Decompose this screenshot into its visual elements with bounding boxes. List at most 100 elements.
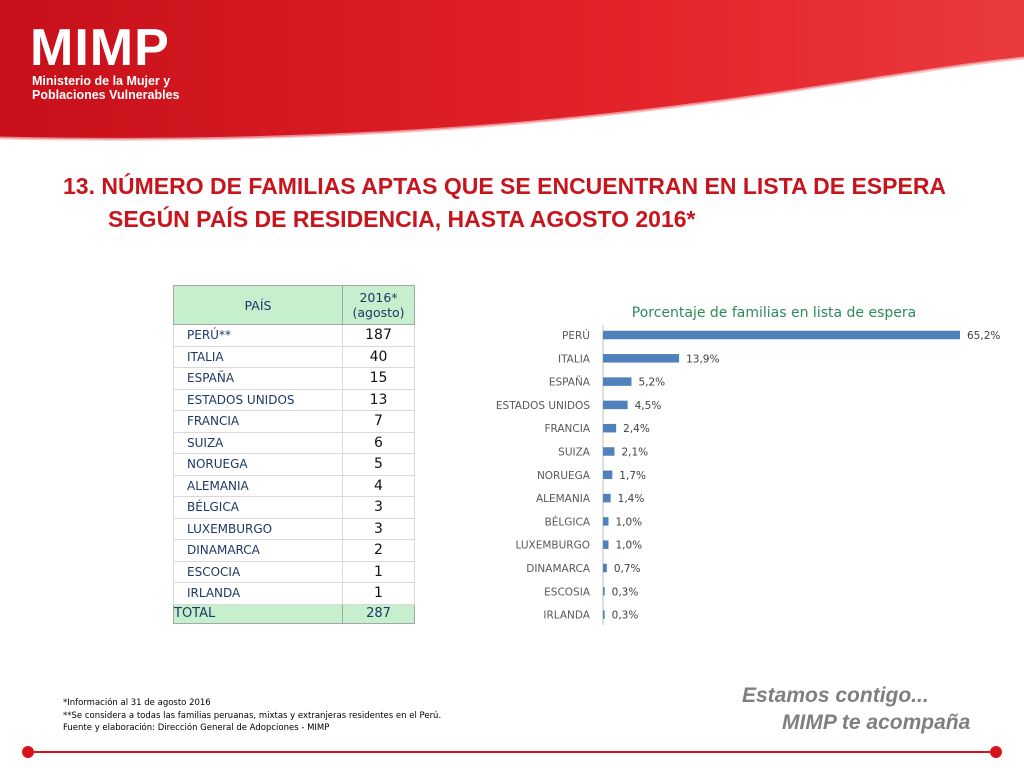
value-cell: 187 (342, 324, 415, 347)
header-banner (0, 0, 1024, 141)
data-label: 0,7% (614, 563, 641, 575)
country-cell: ITALIA (173, 345, 343, 368)
total-row: TOTAL 287 (173, 603, 415, 624)
value-cell: 15 (342, 367, 415, 390)
page-title: 13. NÚMERO DE FAMILIAS APTAS QUE SE ENCU… (63, 170, 983, 236)
country-cell: ESTADOS UNIDOS (173, 388, 343, 411)
bar (603, 447, 615, 456)
country-cell: ESCOCIA (173, 560, 343, 583)
value-cell: 3 (342, 517, 415, 540)
value-cell: 3 (342, 496, 415, 519)
bottom-divider (22, 746, 1002, 758)
bar (603, 377, 632, 386)
divider-dot-left (22, 746, 34, 758)
value-cell: 13 (342, 388, 415, 411)
data-label: 2,4% (623, 423, 650, 435)
header-year-label: 2016* (359, 290, 398, 305)
category-label: PERÚ (562, 329, 590, 342)
data-label: 1,0% (615, 516, 642, 528)
slogan-line1: Estamos contigo... (742, 684, 929, 707)
country-cell: DINAMARCA (173, 539, 343, 562)
bar (603, 330, 960, 340)
footnotes: *Información al 31 de agosto 2016 **Se c… (63, 697, 441, 735)
org-name-line2: Poblaciones Vulnerables (32, 88, 180, 102)
bar (603, 354, 680, 363)
header-period-label: (agosto) (352, 305, 405, 320)
value-cell: 7 (342, 410, 415, 433)
table-row: PERÚ** 187 (173, 324, 415, 347)
category-label: SUIZA (558, 447, 591, 459)
country-cell: FRANCIA (173, 410, 343, 433)
category-label: ESTADOS UNIDOS (496, 400, 590, 412)
category-label: BÉLGICA (545, 515, 591, 528)
country-cell: ESPAÑA (173, 367, 343, 390)
table-row: FRANCIA 7 (173, 410, 415, 433)
country-cell: LUXEMBURGO (173, 517, 343, 540)
title-line2: SEGÚN PAÍS DE RESIDENCIA, HASTA AGOSTO 2… (108, 206, 696, 232)
footnote-2: **Se considera a todas las familias peru… (63, 710, 442, 721)
data-label: 1,4% (618, 493, 645, 505)
country-cell: ALEMANIA (173, 474, 343, 497)
data-label: 13,9% (686, 353, 719, 365)
total-label: TOTAL (173, 603, 343, 624)
category-label: FRANCIA (544, 423, 590, 435)
table-row: IRLANDA 1 (173, 582, 415, 605)
bar (603, 400, 628, 410)
table-row: ESCOCIA 1 (173, 560, 415, 583)
bar (603, 563, 607, 573)
bar (603, 493, 611, 503)
bar (603, 587, 605, 596)
source-note: Fuente y elaboración: Dirección General … (63, 723, 330, 733)
org-name-line1: Ministerio de la Mujer y (32, 74, 171, 88)
table-row: ITALIA 40 (173, 345, 415, 368)
mimp-logo: MIMP (30, 19, 170, 77)
bar (603, 423, 617, 433)
table-row: ALEMANIA 4 (173, 474, 415, 497)
table-row: BÉLGICA 3 (173, 496, 415, 519)
bar (603, 540, 609, 549)
divider-dot-right (990, 746, 1002, 758)
table-row: ESTADOS UNIDOS 13 (173, 388, 415, 411)
table-header-row: PAÍS 2016* (agosto) (173, 285, 415, 325)
value-cell: 4 (342, 474, 415, 497)
data-label: 1,7% (619, 470, 646, 482)
bar (603, 517, 609, 526)
table-row: NORUEGA 5 (173, 453, 415, 476)
header-year: 2016* (agosto) (342, 285, 415, 325)
total-value: 287 (342, 603, 415, 624)
category-label: IRLANDA (543, 610, 590, 622)
country-cell: BÉLGICA (173, 496, 343, 519)
bar (603, 610, 605, 619)
value-cell: 5 (342, 453, 415, 476)
percentage-bar-chart: Porcentaje de familias en lista de esper… (496, 305, 1000, 625)
country-cell: SUIZA (173, 431, 343, 454)
data-label: 0,3% (612, 586, 639, 598)
country-cell: NORUEGA (173, 453, 343, 476)
category-label: LUXEMBURGO (516, 540, 590, 552)
slogan-line2: MIMP te acompaña (782, 711, 971, 734)
value-cell: 1 (342, 560, 415, 583)
data-label: 1,0% (615, 540, 642, 552)
table-row: LUXEMBURGO 3 (173, 517, 415, 540)
footnote-1: *Información al 31 de agosto 2016 (63, 698, 211, 708)
table-body: PERÚ** 187 ITALIA 40 ESPAÑA 15 ESTADOS UNIDOS 1… (173, 324, 415, 624)
data-label: 65,2% (967, 330, 1000, 342)
bar (603, 470, 613, 480)
table-row: ESPAÑA 15 (173, 367, 415, 390)
data-label: 5,2% (638, 377, 665, 389)
value-cell: 1 (342, 582, 415, 605)
chart-marks: PERÚ 65,2% ITALIA 13,9% ESPAÑA 5,2% ESTADOS UN… (496, 329, 1000, 622)
category-label: ESCOSIA (544, 586, 591, 598)
category-label: ITALIA (558, 353, 591, 365)
header-country: PAÍS (173, 285, 343, 325)
category-label: NORUEGA (537, 470, 591, 482)
waiting-list-table: PAÍS 2016* (agosto) PERÚ** 187 ITALIA 40 ESP… (173, 285, 415, 624)
data-label: 2,1% (621, 447, 648, 459)
chart-title: Porcentaje de familias en lista de esper… (632, 305, 916, 321)
title-line1: 13. NÚMERO DE FAMILIAS APTAS QUE SE ENCU… (63, 173, 947, 199)
country-cell: PERÚ** (173, 324, 343, 347)
value-cell: 2 (342, 539, 415, 562)
table-row: SUIZA 6 (173, 431, 415, 454)
value-cell: 6 (342, 431, 415, 454)
data-label: 0,3% (612, 610, 639, 622)
